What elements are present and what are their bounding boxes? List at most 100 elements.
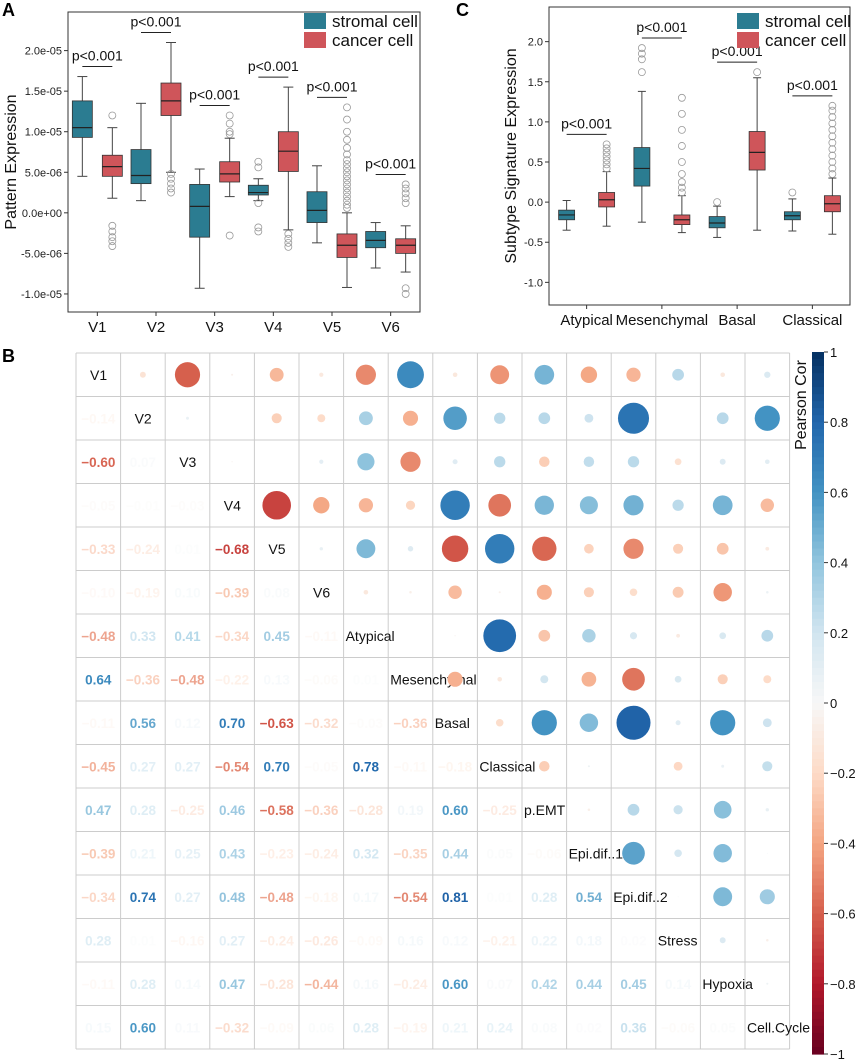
c-outlier: [753, 68, 762, 77]
c-box-stromal: [708, 216, 726, 229]
b-corr-circle: [534, 495, 554, 515]
b-corr-value: 0.16: [353, 977, 380, 992]
b-corr-circle: [488, 493, 512, 517]
a-outlier: [254, 199, 263, 207]
b-corr-circle: [447, 671, 463, 687]
b-colorbar-label: −1: [830, 1047, 845, 1060]
b-corr-value: −0.24: [393, 977, 428, 992]
c-outlier: [828, 119, 837, 128]
b-corr-circle: [498, 591, 501, 594]
b-corr-circle: [713, 800, 732, 819]
a-outlier: [284, 230, 293, 238]
b-corr-circle: [710, 710, 736, 736]
b-colorbar-segment: [812, 464, 824, 472]
b-colorbar-segment: [812, 1039, 824, 1048]
b-corr-value: 0.16: [397, 933, 424, 948]
a-ylabel: Pattern Expression: [3, 94, 20, 229]
a-outlier: [167, 188, 175, 197]
b-colorbar-segment: [812, 569, 824, 578]
b-diagonal-label: Mesenchymal: [390, 671, 476, 687]
a-outlier: [108, 111, 117, 120]
b-corr-value: −0.54: [393, 890, 428, 905]
b-colorbar-title: Pearson Cor: [793, 359, 810, 449]
a-outlier: [343, 184, 351, 193]
b-diagonal-label: Epi.dif..1: [569, 845, 624, 861]
b-colorbar-segment: [812, 773, 824, 781]
b-corr-circle: [716, 412, 729, 425]
a-outlier: [284, 242, 293, 251]
b-colorbar-segment: [812, 513, 824, 522]
b-corr-circle: [405, 500, 416, 510]
b-corr-circle: [721, 764, 725, 768]
c-outlier: [602, 156, 611, 165]
b-corr-value: 0.05: [710, 1020, 737, 1035]
b-corr-value: −0.54: [215, 759, 250, 774]
b-corr-value: 0.33: [130, 629, 157, 644]
b-colorbar-label: 0.8: [830, 415, 848, 430]
b-colorbar-segment: [812, 527, 824, 536]
c-box-stromal: [633, 147, 651, 187]
b-corr-circle: [397, 361, 424, 389]
b-corr-value: −0.34: [215, 629, 250, 644]
c-outlier: [677, 188, 686, 197]
b-colorbar-label: 0.4: [830, 556, 848, 571]
c-outlier: [828, 164, 837, 173]
b-colorbar-segment: [812, 822, 824, 830]
b-colorbar-segment: [812, 969, 824, 978]
b-corr-value: −0.06: [661, 1020, 696, 1035]
b-diagonal-label: Atypical: [346, 628, 395, 644]
c-ytick-label: 0.0: [528, 197, 543, 209]
b-corr-value: −0.44: [304, 977, 339, 992]
a-outlier: [343, 204, 351, 212]
b-corr-value: 0.28: [85, 933, 112, 948]
a-outlier: [401, 290, 410, 298]
b-corr-circle: [674, 675, 682, 683]
a-outlier: [108, 233, 117, 242]
b-corr-circle: [441, 535, 469, 562]
b-corr-circle: [622, 667, 645, 691]
b-corr-circle: [485, 534, 515, 564]
b-colorbar-segment: [812, 906, 824, 915]
b-corr-circle: [761, 629, 774, 642]
b-corr-value: 0.60: [442, 977, 468, 992]
a-outlier: [343, 156, 351, 165]
a-box-stromal: [306, 191, 328, 223]
b-corr-value: −0.48: [260, 890, 295, 905]
a-legend-swatch: [304, 32, 326, 48]
b-corr-circle: [579, 496, 598, 515]
b-colorbar-segment: [812, 948, 824, 957]
b-corr-circle: [186, 416, 189, 420]
b-corr-circle: [409, 590, 412, 594]
b-colorbar-segment: [812, 478, 824, 486]
b-colorbar-segment: [812, 387, 824, 395]
panel-c-letter: C: [456, 0, 469, 20]
b-corr-value: 0.45: [620, 977, 647, 992]
b-colorbar-segment: [812, 871, 824, 880]
b-corr-circle: [672, 499, 684, 511]
b-corr-circle: [760, 498, 775, 512]
a-outlier: [108, 237, 117, 246]
b-colorbar-segment: [812, 808, 824, 816]
b-corr-value: −0.11: [305, 629, 339, 644]
b-corr-value: −0.06: [304, 672, 339, 687]
c-xtick-label: Atypical: [560, 312, 613, 329]
b-corr-value: −0.03: [170, 498, 205, 513]
a-ytick-label: -5.0e-06: [21, 248, 62, 260]
b-corr-circle: [764, 459, 770, 465]
b-corr-value: −0.60: [81, 455, 115, 470]
a-legend-label: cancer cell: [332, 31, 413, 50]
a-box-stromal: [247, 184, 269, 196]
b-colorbar-segment: [812, 429, 824, 437]
b-corr-circle: [584, 543, 594, 554]
a-outlier: [343, 103, 351, 112]
b-corr-circle: [317, 414, 326, 423]
b-corr-circle: [319, 459, 324, 464]
panel-a-boxplot: A -1.0e-05 -5.0e-06 0.0e+00 5.0e-06 1.0e-05 1…: [2, 0, 421, 336]
b-corr-value: 0.01: [130, 933, 157, 948]
b-corr-circle: [582, 629, 596, 643]
b-corr-circle: [583, 456, 595, 467]
b-colorbar-segment: [812, 667, 824, 676]
b-colorbar-segment: [812, 1011, 824, 1020]
b-colorbar-segment: [812, 632, 824, 641]
b-corr-circle: [719, 937, 726, 944]
